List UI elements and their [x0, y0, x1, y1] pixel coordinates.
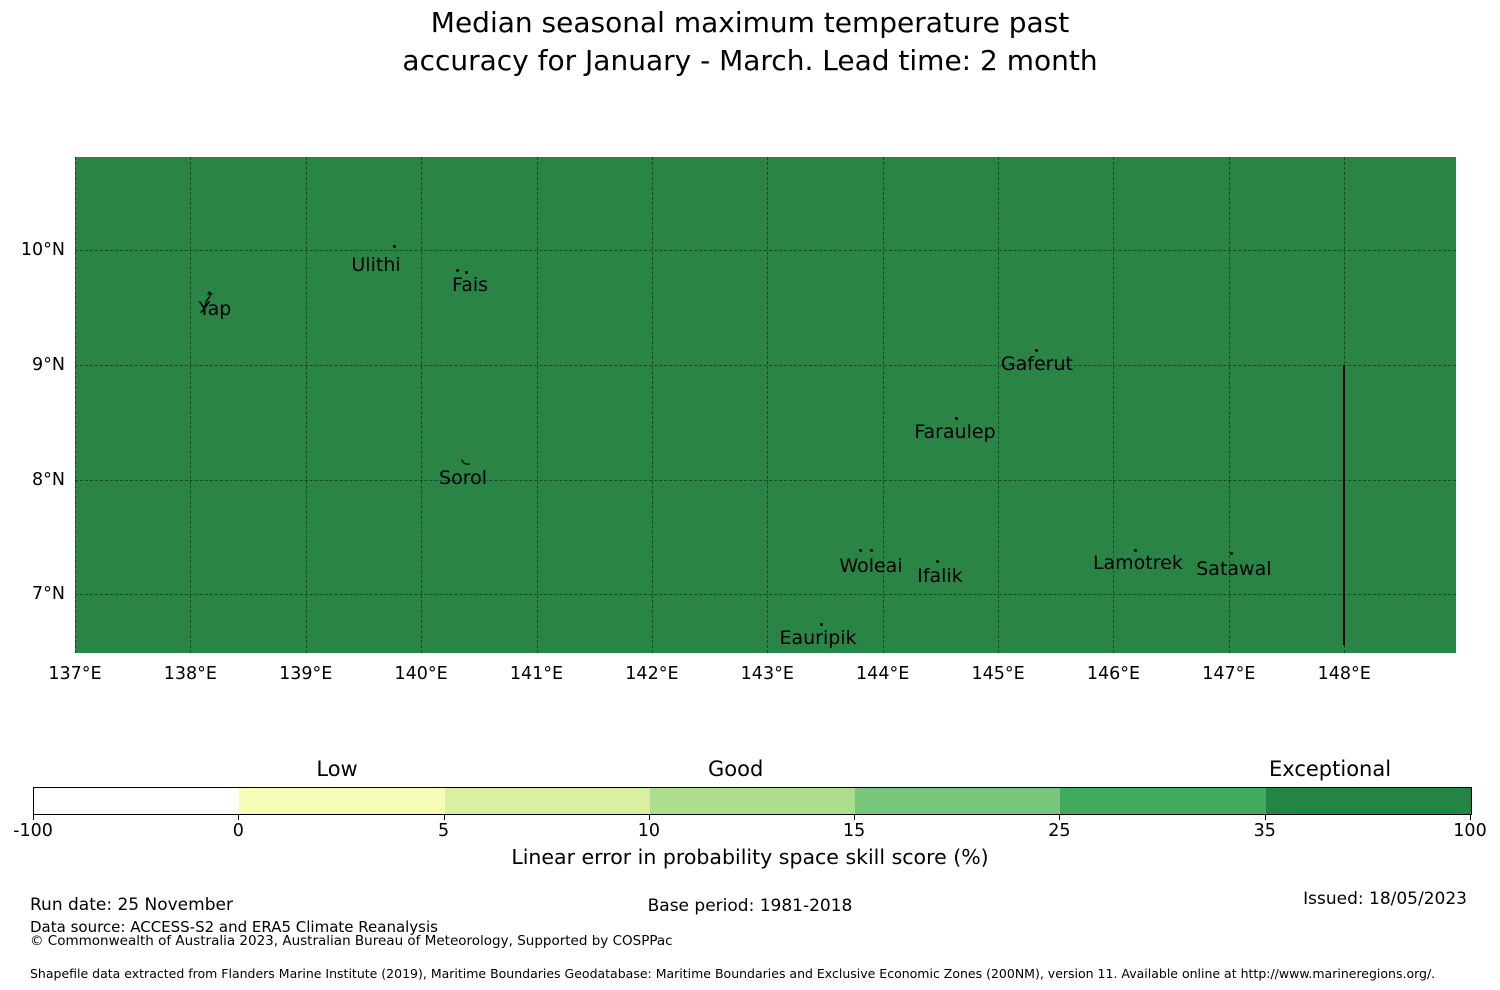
- gridline-parallel: [75, 249, 1456, 251]
- colorbar-tick: [1264, 815, 1266, 820]
- x-tick-label: 142°E: [625, 664, 679, 684]
- colorbar-tick-label: 10: [637, 821, 660, 841]
- island-label-eauripik: Eauripik: [779, 626, 857, 649]
- colorbar-tick-label: 0: [232, 821, 244, 841]
- colorbar-caption: Linear error in probability space skill …: [511, 845, 989, 869]
- shapefile-attribution-text: Shapefile data extracted from Flanders M…: [30, 966, 1436, 981]
- gridline-parallel: [75, 479, 1456, 481]
- figure-title: Median seasonal maximum temperature past…: [0, 4, 1500, 80]
- issued-date-text: Issued: 18/05/2023: [1303, 889, 1467, 909]
- island-label-ifalik: Ifalik: [917, 564, 963, 587]
- x-tick-label: 144°E: [856, 664, 910, 684]
- base-period-text: Base period: 1981-2018: [647, 896, 853, 916]
- colorbar-tick-label: 100: [1453, 821, 1487, 841]
- island-label-gaferut: Gaferut: [1000, 352, 1073, 375]
- copyright-text: © Commonwealth of Australia 2023, Austra…: [30, 933, 673, 949]
- colorbar-segment: [649, 788, 856, 814]
- sorol-island-outline-icon: [461, 459, 470, 465]
- gridline-meridian: [421, 157, 423, 653]
- figure-title-line2: accuracy for January - March. Lead time:…: [402, 44, 1098, 77]
- gridline-meridian: [190, 157, 192, 653]
- island-label-fais: Fais: [452, 273, 489, 296]
- colorbar-tick-label: 25: [1048, 821, 1071, 841]
- colorbar-tick-label: -100: [13, 821, 53, 841]
- x-tick-label: 148°E: [1317, 664, 1371, 684]
- figure-title-line1: Median seasonal maximum temperature past: [430, 6, 1070, 39]
- colorbar-tick: [854, 815, 856, 820]
- island-label-lamotrek: Lamotrek: [1092, 551, 1183, 574]
- x-tick-label: 143°E: [740, 664, 794, 684]
- gridline-meridian: [882, 157, 884, 653]
- gridline-meridian: [1228, 157, 1230, 653]
- island-marker-dot: [859, 549, 863, 553]
- colorbar-category-low: Low: [316, 757, 358, 781]
- colorbar-tick-label: 35: [1253, 821, 1276, 841]
- colorbar-tick: [1059, 815, 1061, 820]
- x-tick-label: 139°E: [279, 664, 333, 684]
- x-tick-label: 137°E: [48, 664, 102, 684]
- x-tick-label: 140°E: [394, 664, 448, 684]
- gridline-meridian: [305, 157, 307, 653]
- island-label-yap: Yap: [198, 297, 232, 320]
- gridline-meridian: [767, 157, 769, 653]
- gridline-parallel: [75, 364, 1456, 366]
- colorbar-category-exceptional: Exceptional: [1269, 757, 1392, 781]
- gridline-parallel: [75, 594, 1456, 596]
- map-area: Yap Ulithi Fais Sorol Gaferut Faraulep Woleai I…: [75, 157, 1456, 653]
- x-tick-label: 138°E: [163, 664, 217, 684]
- y-tick-label: 8°N: [32, 469, 65, 490]
- x-tick-label: 141°E: [509, 664, 564, 684]
- gridline-meridian: [651, 157, 653, 653]
- island-marker-dot: [955, 417, 959, 421]
- y-tick-label: 10°N: [20, 239, 65, 260]
- island-marker-dot: [455, 269, 459, 273]
- yap-island-outline-icon: [200, 291, 213, 313]
- island-marker-dot: [464, 270, 468, 274]
- colorbar-tick: [443, 815, 445, 820]
- gridline-meridian: [536, 157, 538, 653]
- x-tick-label: 145°E: [971, 664, 1025, 684]
- colorbar-tick-label: 5: [437, 821, 450, 841]
- colorbar-tick: [238, 815, 240, 820]
- island-label-faraulep: Faraulep: [914, 420, 996, 443]
- colorbar-category-good: Good: [708, 757, 764, 781]
- x-tick-label: 146°E: [1086, 664, 1141, 684]
- gridline-meridian: [998, 157, 1000, 653]
- colorbar-segment: [444, 788, 650, 814]
- colorbar-tick-label: 15: [843, 821, 866, 841]
- island-marker-dot: [936, 560, 940, 564]
- colorbar-tick: [648, 815, 650, 820]
- colorbar-tick: [1470, 815, 1471, 820]
- eez-boundary-line: [1343, 364, 1346, 646]
- colorbar-segment: [1265, 788, 1471, 814]
- island-marker-dot: [869, 549, 873, 553]
- colorbar-segment: [239, 788, 445, 814]
- colorbar-segment: [34, 788, 240, 814]
- gridline-meridian: [1113, 157, 1115, 653]
- run-date-text: Run date: 25 November: [30, 895, 233, 915]
- island-marker-dot: [820, 622, 824, 626]
- y-tick-label: 7°N: [32, 584, 65, 605]
- x-tick-label: 147°E: [1202, 664, 1256, 684]
- colorbar-tick: [33, 815, 34, 820]
- y-tick-label: 9°N: [32, 354, 65, 375]
- island-marker-dot: [393, 245, 397, 249]
- island-label-sorol: Sorol: [439, 466, 487, 489]
- gridline-meridian: [75, 157, 76, 653]
- island-label-satawal: Satawal: [1196, 557, 1272, 580]
- colorbar-segment: [855, 788, 1061, 814]
- data-source-text: Data source: ACCESS-S2 and ERA5 Climate …: [30, 918, 438, 936]
- island-label-woleai: Woleai: [839, 554, 903, 577]
- island-marker-dot: [1134, 549, 1138, 553]
- colorbar-segment: [1060, 788, 1266, 814]
- island-marker-dot: [1230, 552, 1234, 556]
- island-label-ulithi: Ulithi: [351, 254, 401, 277]
- island-marker-dot: [1034, 349, 1038, 353]
- colorbar: [33, 787, 1472, 815]
